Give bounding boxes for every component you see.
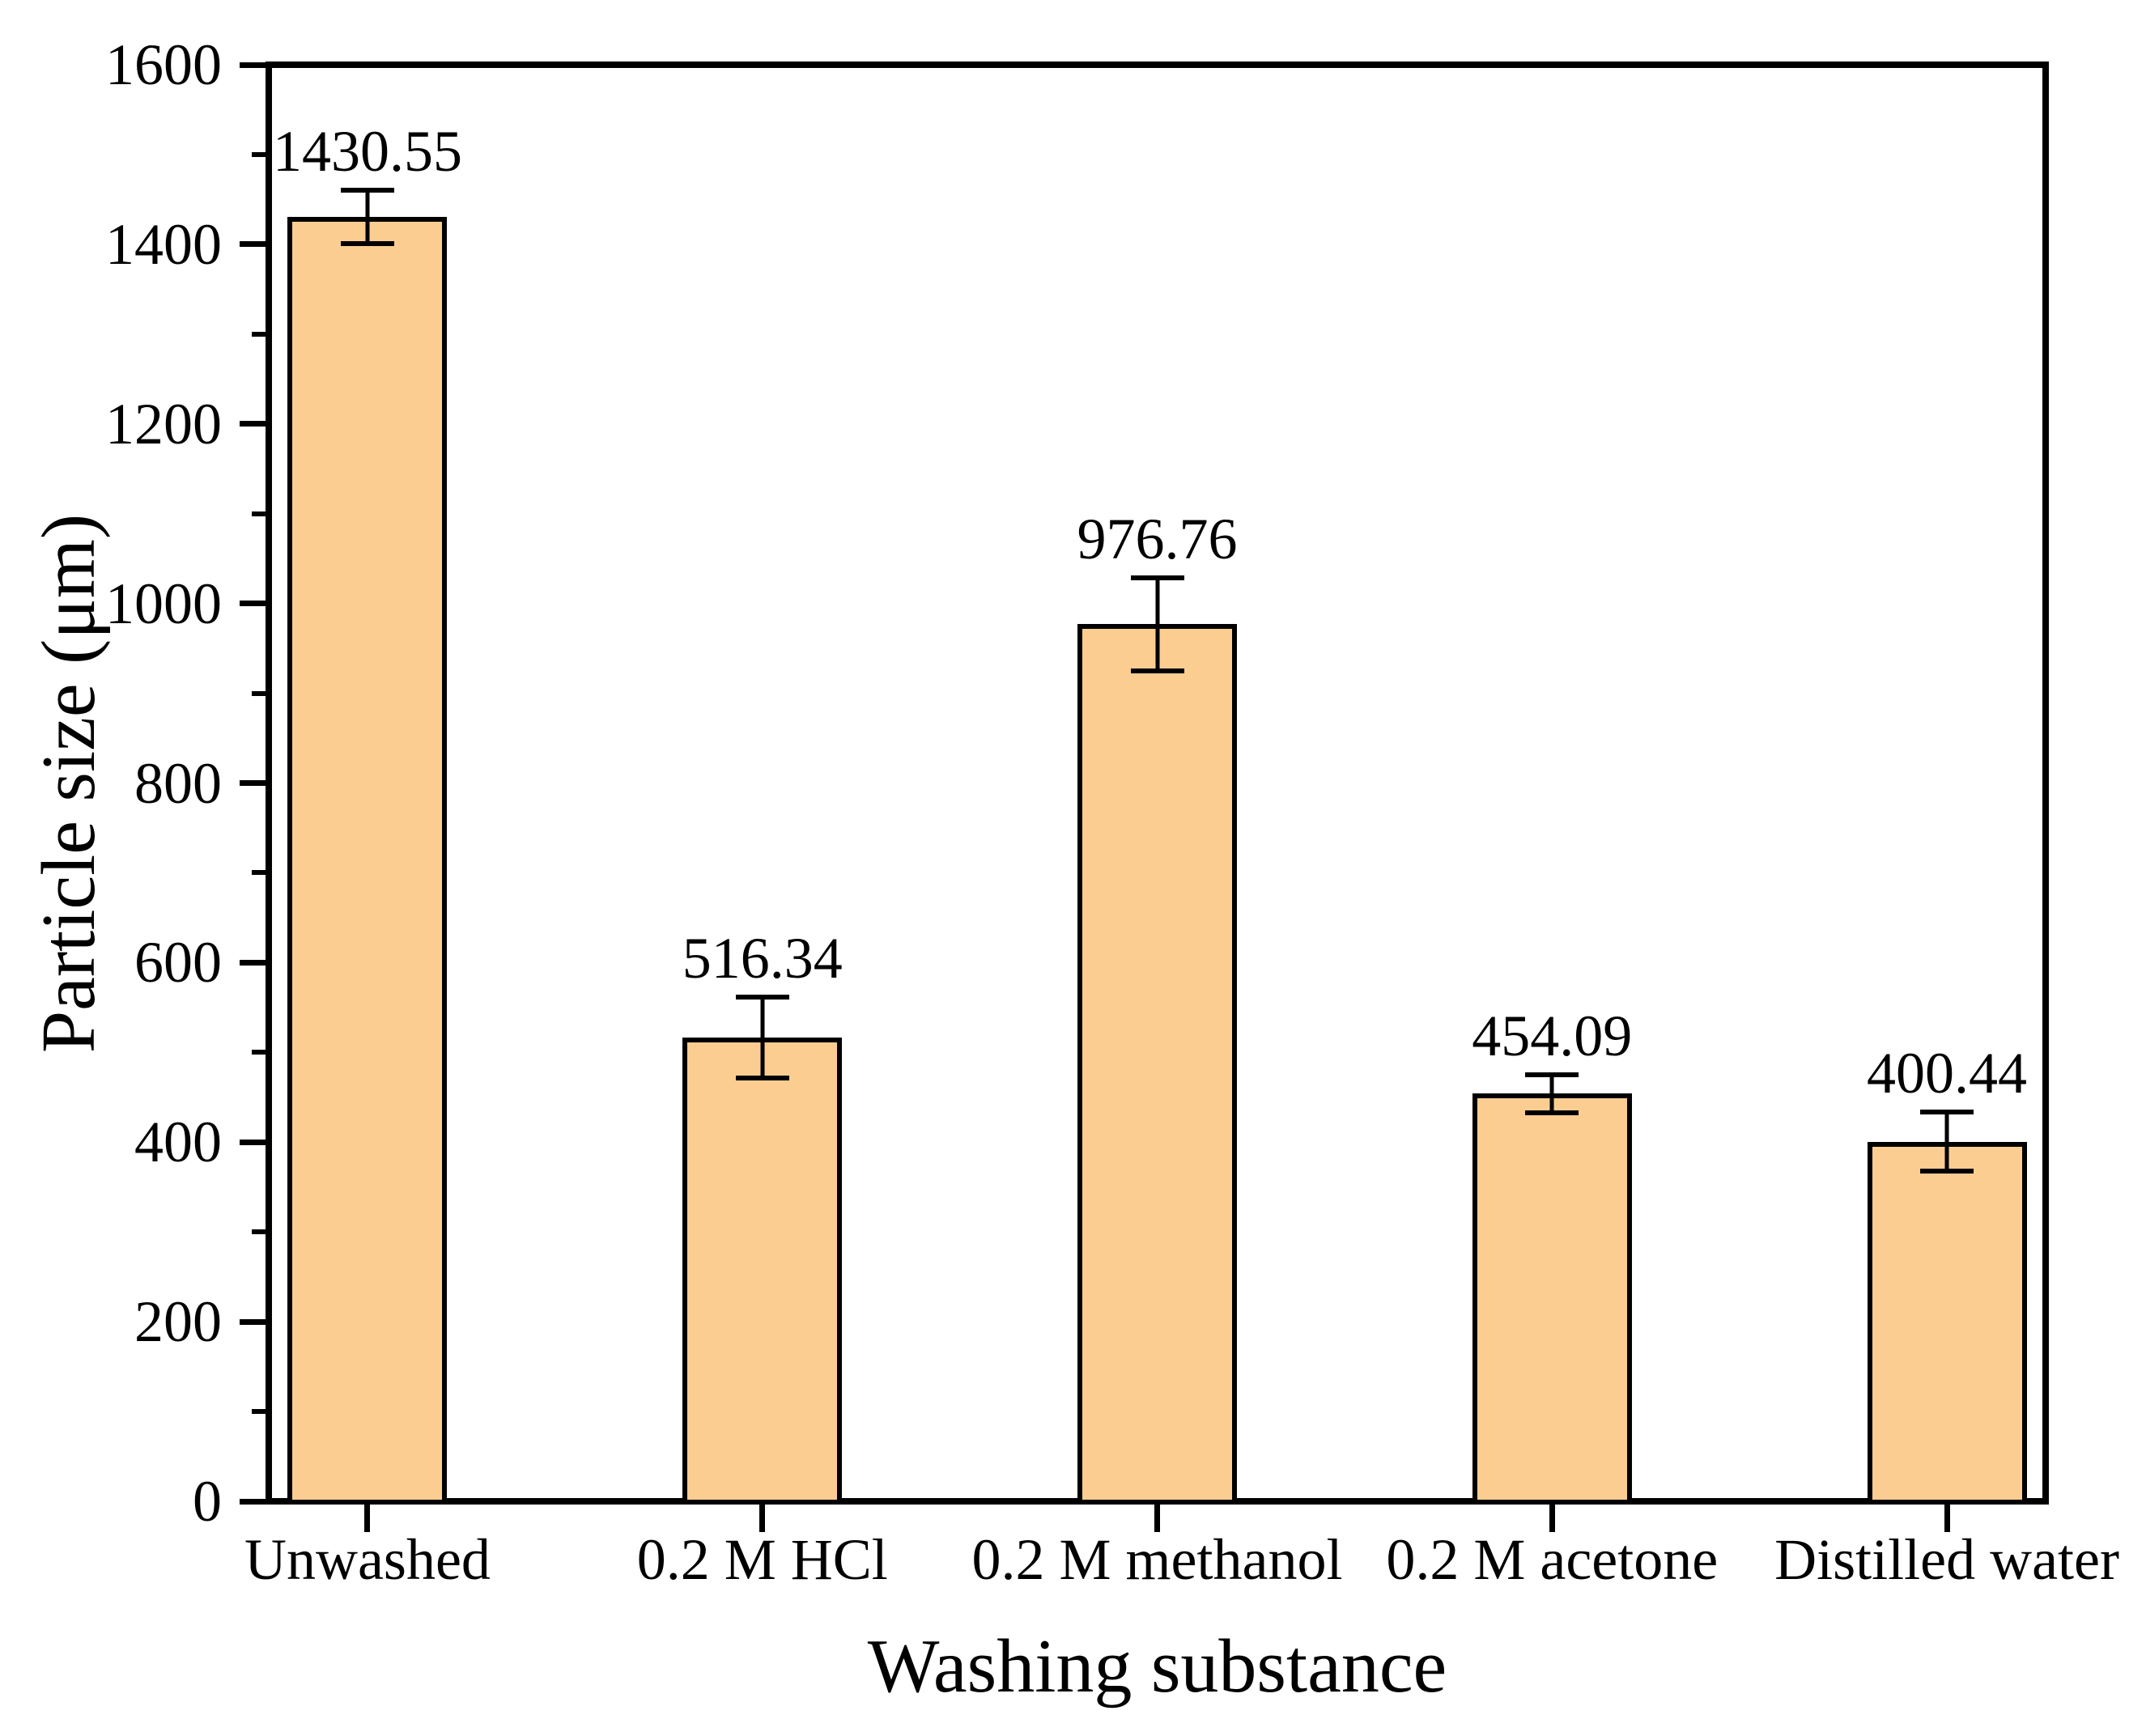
y-minor-tick — [252, 1229, 269, 1235]
bar — [1472, 1093, 1632, 1505]
error-bar-cap-bottom — [1525, 1110, 1579, 1115]
y-major-tick — [240, 62, 269, 68]
y-minor-tick — [252, 511, 269, 516]
y-major-tick — [240, 959, 269, 966]
y-axis-title: Particle size (μm) — [27, 513, 111, 1053]
error-bar-cap-bottom — [735, 1076, 789, 1081]
y-major-tick — [240, 241, 269, 248]
x-major-tick — [1549, 1505, 1555, 1532]
y-minor-tick — [252, 331, 269, 337]
y-minor-tick — [252, 1050, 269, 1055]
y-tick-label: 400 — [134, 1110, 222, 1175]
error-bar-line — [365, 189, 370, 244]
y-tick-label: 0 — [193, 1469, 222, 1534]
x-tick-label: 0.2 M acetone — [1386, 1527, 1719, 1592]
y-tick-label: 1600 — [105, 32, 222, 97]
error-bar-cap-top — [340, 187, 394, 193]
x-major-tick — [759, 1505, 766, 1532]
y-tick-label: 800 — [134, 750, 222, 816]
y-tick-label: 1200 — [105, 391, 222, 456]
y-tick-label: 200 — [134, 1289, 222, 1355]
y-minor-tick — [252, 151, 269, 157]
bar-value-label: 516.34 — [682, 926, 843, 991]
error-bar-cap-bottom — [1920, 1169, 1974, 1174]
y-major-tick — [240, 601, 269, 607]
x-tick-label: Distilled water — [1774, 1527, 2119, 1592]
x-major-tick — [1944, 1505, 1950, 1532]
y-major-tick — [240, 1139, 269, 1145]
error-bar-cap-top — [1920, 1110, 1974, 1115]
bar-value-label: 400.44 — [1867, 1041, 2028, 1106]
error-bar-cap-bottom — [1130, 669, 1184, 674]
bar — [1867, 1141, 2027, 1505]
y-tick-label: 1000 — [105, 571, 222, 636]
y-minor-tick — [252, 870, 269, 876]
y-major-tick — [240, 1318, 269, 1325]
x-major-tick — [1154, 1505, 1160, 1532]
x-tick-label: 0.2 M methanol — [971, 1527, 1343, 1592]
y-tick-label: 600 — [134, 930, 222, 995]
bar-value-label: 976.76 — [1077, 506, 1238, 571]
error-bar-line — [1155, 577, 1159, 672]
bar — [1077, 624, 1237, 1505]
y-major-tick — [240, 421, 269, 427]
error-bar-line — [760, 997, 765, 1079]
error-bar-cap-top — [1525, 1072, 1579, 1077]
x-major-tick — [364, 1505, 371, 1532]
error-bar-line — [1944, 1112, 1949, 1172]
bar-value-label: 1430.55 — [272, 118, 462, 184]
y-major-tick — [240, 780, 269, 786]
y-minor-tick — [252, 1409, 269, 1415]
error-bar-line — [1549, 1074, 1554, 1113]
x-axis-title: Washing substance — [867, 1624, 1447, 1708]
bar-value-label: 454.09 — [1472, 1003, 1633, 1068]
error-bar-cap-bottom — [340, 241, 394, 247]
x-tick-label: 0.2 M HCl — [636, 1527, 888, 1592]
y-major-tick — [240, 1498, 269, 1505]
bar — [682, 1038, 843, 1505]
error-bar-cap-top — [735, 995, 789, 1000]
error-bar-cap-top — [1130, 575, 1184, 580]
y-tick-label: 1400 — [105, 211, 222, 277]
y-minor-tick — [252, 690, 269, 696]
bar — [287, 216, 448, 1505]
x-tick-label: Unwashed — [244, 1527, 491, 1592]
